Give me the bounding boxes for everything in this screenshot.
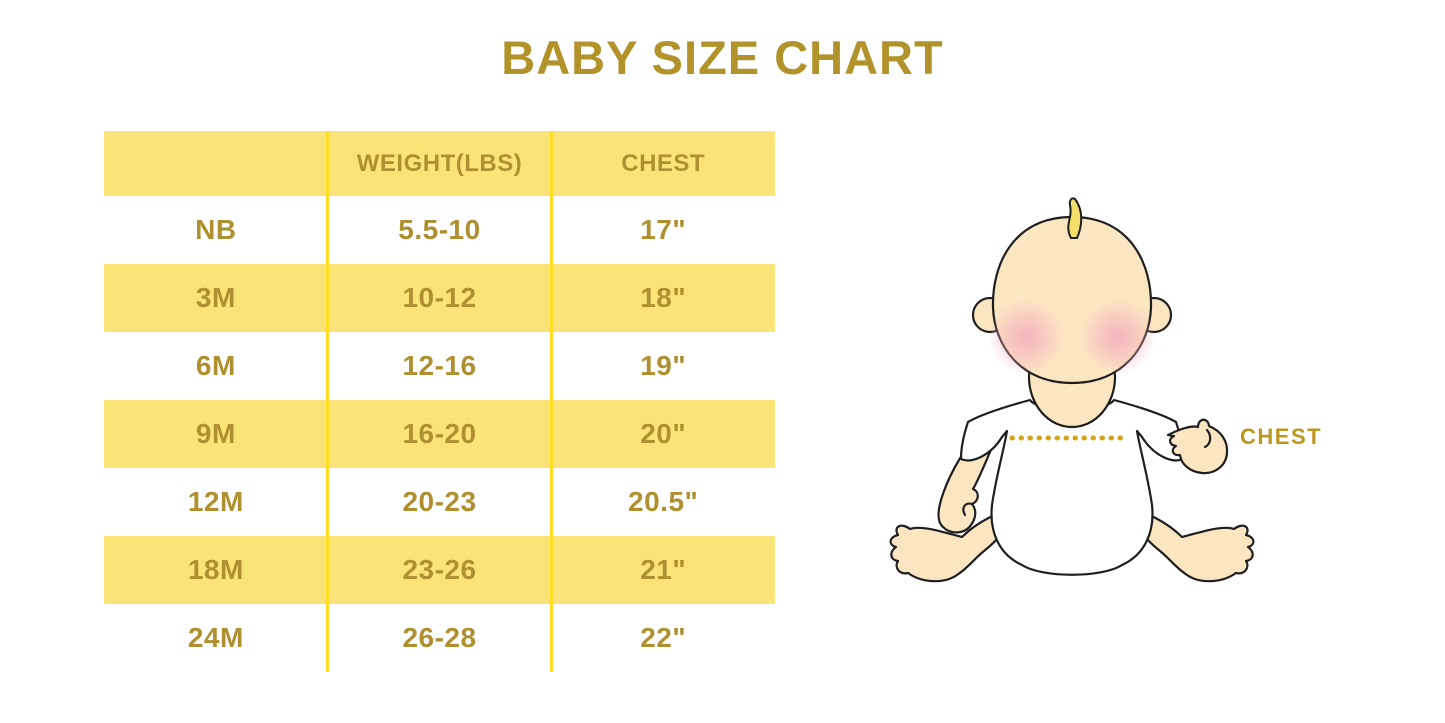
chest-cell: 21" (640, 554, 687, 585)
table-row: 18M 23-26 21" (104, 536, 775, 604)
table-header-row: WEIGHT(LBS) CHEST (104, 131, 775, 196)
weight-cell: 5.5-10 (398, 214, 481, 245)
table-row: 12M 20-23 20.5" (104, 468, 775, 536)
size-cell: 24M (187, 622, 244, 653)
chest-cell: 20" (640, 418, 687, 449)
baby-illustration (889, 197, 1255, 583)
weight-cell: 23-26 (402, 554, 477, 585)
baby-right-cheek-blush (1080, 299, 1156, 375)
weight-cell: 10-12 (402, 282, 477, 313)
baby-left-leg (889, 505, 1022, 583)
table-row: 6M 12-16 19" (104, 332, 775, 400)
chest-cell: 19" (640, 350, 687, 381)
header-chest-cell: CHEST (621, 149, 706, 177)
table-row: 3M 10-12 18" (104, 264, 775, 332)
header-size-cell (104, 131, 328, 196)
chest-cell: 18" (640, 282, 687, 313)
baby-right-leg (1122, 505, 1255, 583)
size-cell: 9M (195, 418, 236, 449)
size-chart-table: WEIGHT(LBS) CHEST NB 5.5-10 17" 3M 10-12… (104, 131, 775, 672)
weight-cell: 16-20 (402, 418, 477, 449)
chest-cell: 17" (640, 214, 687, 245)
size-cell: 12M (187, 486, 244, 517)
baby-shirt (959, 398, 1185, 576)
baby-legs (889, 505, 1255, 583)
page-title: BABY SIZE CHART (501, 31, 944, 84)
weight-cell: 12-16 (402, 350, 477, 381)
baby-right-arm-fist (1166, 418, 1229, 475)
column-divider-line (326, 131, 329, 672)
baby-hair-tuft (1067, 197, 1083, 239)
table-row: NB 5.5-10 17" (104, 196, 775, 264)
size-cell: 6M (195, 350, 236, 381)
weight-cell: 20-23 (402, 486, 477, 517)
baby-left-cheek-blush (988, 299, 1064, 375)
chest-cell: 20.5" (628, 486, 699, 517)
chest-measurement-label: CHEST (1240, 424, 1323, 449)
header-weight-cell: WEIGHT(LBS) (356, 149, 523, 177)
weight-cell: 26-28 (402, 622, 477, 653)
chest-cell: 22" (640, 622, 687, 653)
size-cell: 18M (187, 554, 244, 585)
table-row: 24M 26-28 22" (104, 604, 775, 672)
size-cell: 3M (195, 282, 236, 313)
column-divider-line (550, 131, 553, 672)
size-cell: NB (195, 214, 237, 245)
table-row: 9M 16-20 20" (104, 400, 775, 468)
